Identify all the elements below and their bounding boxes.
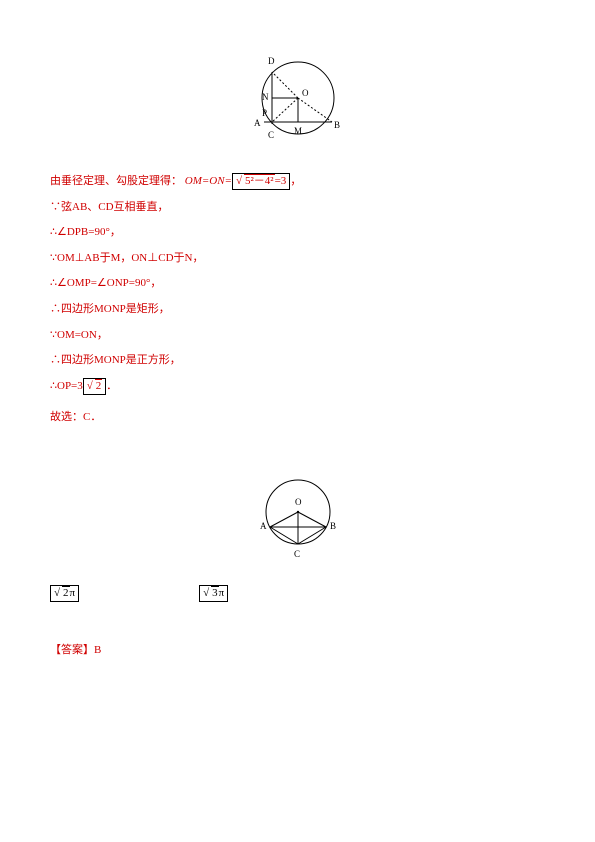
- solution-line-1: 由垂径定理、勾股定理得： OM=ON=5²－4²=3，: [50, 173, 545, 191]
- option-a: 2π: [50, 585, 79, 602]
- sol-l9-boxed: 2: [83, 378, 107, 395]
- sol-l1-prefix: 由垂径定理、勾股定理得：: [50, 175, 182, 187]
- fig2-label-O: O: [295, 497, 302, 507]
- solution-line-4: ∵OM⊥AB于M，ON⊥CD于N，: [50, 250, 545, 268]
- figure-1: D O N A P C M B: [50, 50, 545, 153]
- answer-block: 【答案】B: [50, 642, 545, 660]
- fig1-label-B: B: [334, 120, 340, 130]
- solution-line-6: ∴四边形MONP是矩形，: [50, 301, 545, 319]
- sol-l1-lhs: OM=ON=: [185, 175, 232, 187]
- solution-line-9: ∴OP=3 2．: [50, 378, 545, 396]
- figure-1-svg: D O N A P C M B: [238, 50, 358, 150]
- optB-suffix: π: [219, 587, 225, 599]
- solution-line-8: ∴四边形MONP是正方形，: [50, 352, 545, 370]
- optA-sqrt: 2: [62, 586, 70, 599]
- sol-l1-sqrt: 5²－4²: [244, 174, 275, 187]
- solution-line-7: ∵OM=ON，: [50, 327, 545, 345]
- figure-2: O A B C: [50, 467, 545, 565]
- sqrt-icon: 3: [203, 587, 219, 600]
- sqrt-icon: 2: [87, 380, 103, 393]
- option-a-boxed: 2π: [50, 585, 79, 602]
- fig1-label-O: O: [302, 88, 309, 98]
- figure-2-svg: O A B C: [248, 467, 348, 562]
- optA-suffix: π: [70, 587, 76, 599]
- fig2-label-A: A: [260, 521, 267, 531]
- answer-value: B: [94, 644, 101, 656]
- sol-l9-prefix: ∴OP=3: [50, 380, 83, 392]
- fig1-label-C: C: [268, 130, 274, 140]
- sol-l9-suffix: ．: [106, 380, 117, 392]
- sol-l1-rhs-inner: =3: [275, 175, 287, 187]
- sqrt-icon: 2: [54, 587, 70, 600]
- sol-l1-comma: ，: [290, 175, 301, 187]
- sol-l1-boxed: 5²－4²=3: [232, 173, 290, 190]
- fig1-label-D: D: [268, 56, 275, 66]
- solution-choice: 故选：C．: [50, 409, 545, 427]
- sol-l9-sqrt: 2: [95, 379, 103, 392]
- options-row: 2π 3π: [50, 585, 545, 602]
- solution-line-5: ∴∠OMP=∠ONP=90°，: [50, 275, 545, 293]
- fig1-label-P: P: [262, 108, 267, 118]
- sqrt-icon: 5²－4²: [236, 175, 275, 188]
- answer-label: 【答案】: [50, 644, 94, 656]
- fig2-label-B: B: [330, 521, 336, 531]
- fig1-label-A: A: [254, 118, 261, 128]
- fig1-label-N: N: [262, 92, 269, 102]
- fig1-label-M: M: [294, 126, 302, 136]
- solution-line-2: ∵弦AB、CD互相垂直，: [50, 199, 545, 217]
- option-b-boxed: 3π: [199, 585, 228, 602]
- solution-line-3: ∴∠DPB=90°，: [50, 224, 545, 242]
- optB-sqrt: 3: [211, 586, 219, 599]
- option-b: 3π: [199, 585, 228, 602]
- fig2-label-C: C: [294, 549, 300, 559]
